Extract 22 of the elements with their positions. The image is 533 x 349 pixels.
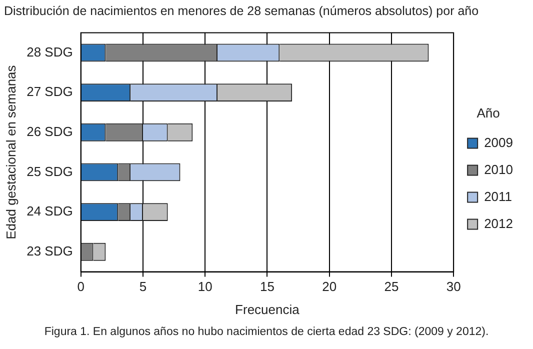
x-tick-label: 0 — [77, 279, 84, 294]
x-tick-label: 30 — [446, 279, 461, 294]
x-axis-title: Frecuencia — [235, 302, 300, 317]
legend-label: 2009 — [484, 134, 513, 150]
legend-label: 2012 — [484, 216, 513, 231]
x-tick-label: 10 — [198, 279, 212, 294]
x-tick-label: 25 — [384, 279, 399, 294]
y-tick-label: 26 SDG — [26, 124, 73, 139]
chart-title: Distribución de nacimientos en menores de 28 semanas (números absolutos) por año — [4, 4, 479, 18]
x-tick-label: 20 — [322, 279, 337, 294]
legend-label: 2010 — [484, 162, 513, 177]
x-tick-label: 15 — [260, 279, 274, 294]
legend-title: Año — [476, 105, 500, 120]
y-axis-title: Edad gestacional en semanas — [3, 64, 18, 240]
y-tick-label: 23 SDG — [26, 243, 73, 258]
y-tick-label: 25 SDG — [26, 164, 73, 179]
y-tick-label: 27 SDG — [26, 84, 73, 100]
y-tick-label: 28 SDG — [26, 44, 73, 60]
y-tick-label: 24 SDG — [26, 204, 73, 219]
legend-label: 2011 — [484, 188, 512, 204]
text: Figura 1. En algunos años no hubo nacimientos de cierta edad 23 SDG: (2009 y 2012). — [43, 326, 490, 338]
x-tick-label: 5 — [139, 279, 147, 294]
